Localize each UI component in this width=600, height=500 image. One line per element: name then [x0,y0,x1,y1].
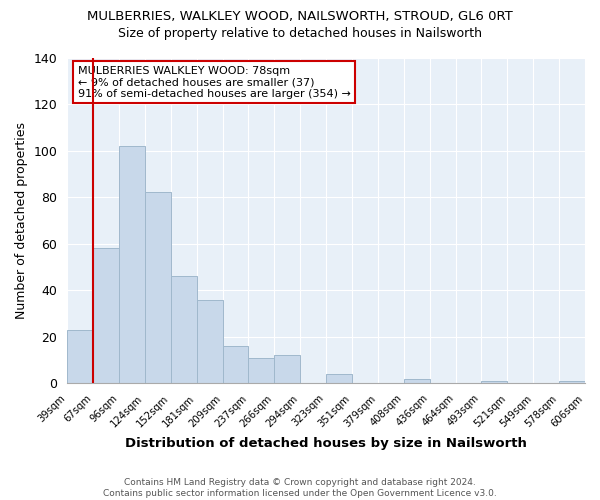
Bar [67,330,93,384]
Bar [274,356,300,384]
Bar [197,300,223,384]
Bar [248,358,274,384]
X-axis label: Distribution of detached houses by size in Nailsworth: Distribution of detached houses by size … [125,437,527,450]
Bar [145,192,171,384]
Bar [171,276,197,384]
Bar [326,374,352,384]
Bar [93,248,119,384]
Text: Size of property relative to detached houses in Nailsworth: Size of property relative to detached ho… [118,28,482,40]
Text: MULBERRIES, WALKLEY WOOD, NAILSWORTH, STROUD, GL6 0RT: MULBERRIES, WALKLEY WOOD, NAILSWORTH, ST… [87,10,513,23]
Text: Contains HM Land Registry data © Crown copyright and database right 2024.
Contai: Contains HM Land Registry data © Crown c… [103,478,497,498]
Bar [481,381,508,384]
Bar [223,346,248,384]
Text: MULBERRIES WALKLEY WOOD: 78sqm
← 9% of detached houses are smaller (37)
91% of s: MULBERRIES WALKLEY WOOD: 78sqm ← 9% of d… [77,66,350,99]
Bar [404,378,430,384]
Y-axis label: Number of detached properties: Number of detached properties [15,122,28,319]
Bar [119,146,145,384]
Bar [559,381,585,384]
